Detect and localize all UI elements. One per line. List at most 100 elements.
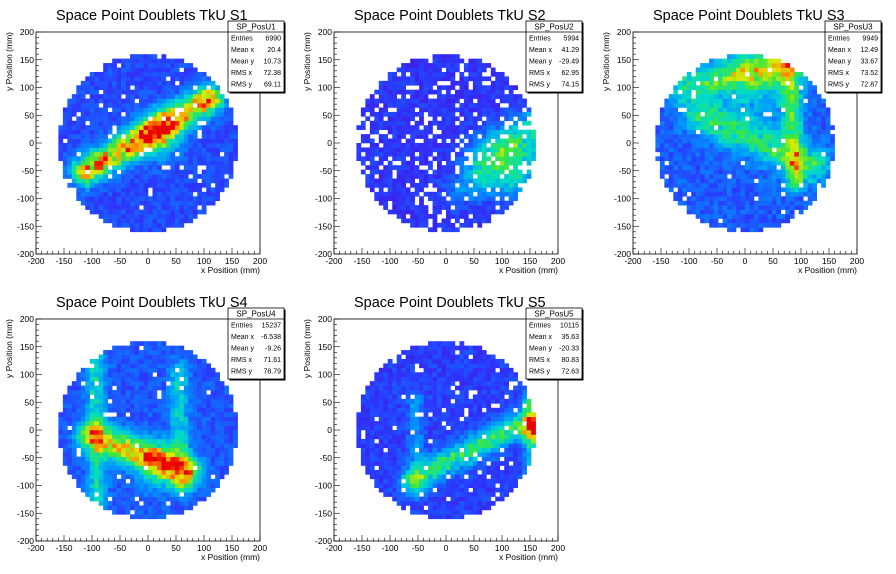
heatmap-bin bbox=[450, 111, 456, 117]
heatmap-bin bbox=[71, 129, 77, 135]
heatmap-bin bbox=[188, 385, 194, 391]
heatmap-bin bbox=[148, 205, 153, 210]
heatmap-bin bbox=[481, 218, 487, 224]
heatmap-bin bbox=[454, 227, 460, 233]
heatmap-bin bbox=[188, 191, 194, 197]
heatmap-bin bbox=[210, 430, 216, 435]
y-tick-label: 150 bbox=[617, 55, 631, 65]
heatmap-bin bbox=[365, 390, 371, 395]
heatmap-bin bbox=[736, 187, 741, 193]
heatmap-bin bbox=[504, 200, 510, 206]
heatmap-bin bbox=[161, 169, 167, 175]
heatmap-bin bbox=[517, 174, 523, 179]
heatmap-bin bbox=[192, 116, 198, 122]
heatmap-bin bbox=[749, 85, 755, 91]
heatmap-bin bbox=[80, 443, 86, 449]
stats-value: 72.87 bbox=[860, 82, 878, 89]
heatmap-bin bbox=[80, 103, 86, 108]
heatmap-bin bbox=[807, 120, 813, 126]
heatmap-bin bbox=[495, 143, 501, 148]
heatmap-bin bbox=[767, 80, 773, 86]
heatmap-bin bbox=[758, 54, 764, 59]
heatmap-bin bbox=[210, 372, 216, 378]
heatmap-bin bbox=[446, 156, 451, 162]
heatmap-bin bbox=[423, 147, 429, 153]
heatmap-bin bbox=[197, 465, 203, 471]
heatmap-bin bbox=[727, 134, 732, 139]
heatmap-bin bbox=[80, 403, 86, 409]
heatmap-bin bbox=[369, 103, 375, 108]
heatmap-bin bbox=[405, 160, 411, 166]
heatmap-bin bbox=[446, 94, 451, 99]
heatmap-bin bbox=[758, 222, 764, 228]
heatmap-bin bbox=[499, 209, 505, 215]
heatmap-bin bbox=[156, 496, 162, 502]
heatmap-bin bbox=[691, 182, 697, 188]
heatmap-bin bbox=[170, 452, 176, 457]
heatmap-bin bbox=[228, 143, 234, 148]
heatmap-bin bbox=[785, 98, 791, 104]
heatmap-bin bbox=[758, 63, 764, 68]
heatmap-bin bbox=[414, 205, 420, 210]
heatmap-bin bbox=[215, 143, 220, 148]
heatmap-bin bbox=[722, 174, 728, 179]
heatmap-bin bbox=[94, 496, 100, 502]
heatmap-bin bbox=[206, 465, 212, 471]
heatmap-bin bbox=[174, 174, 180, 179]
heatmap-bin bbox=[673, 174, 679, 179]
heatmap-bin bbox=[215, 138, 220, 144]
heatmap-bin bbox=[130, 492, 135, 497]
heatmap-bin bbox=[58, 434, 64, 440]
heatmap-bin bbox=[789, 191, 795, 197]
heatmap-bin bbox=[233, 412, 238, 417]
heatmap-bin bbox=[192, 178, 198, 184]
heatmap-bin bbox=[85, 452, 91, 457]
heatmap-bin bbox=[170, 372, 176, 378]
heatmap-bin bbox=[686, 94, 692, 99]
heatmap-bin bbox=[71, 381, 77, 386]
heatmap-bin bbox=[174, 125, 180, 130]
heatmap-bin bbox=[762, 209, 768, 215]
heatmap-bin bbox=[677, 187, 683, 193]
heatmap-bin bbox=[709, 160, 714, 166]
heatmap-bin bbox=[183, 483, 189, 489]
heatmap-bin bbox=[130, 80, 135, 86]
heatmap-bin bbox=[731, 174, 737, 179]
heatmap-bin bbox=[731, 134, 737, 139]
heatmap-bin bbox=[383, 165, 389, 170]
heatmap-bin bbox=[383, 103, 389, 108]
heatmap-bin bbox=[197, 407, 203, 413]
heatmap-bin bbox=[419, 120, 424, 126]
heatmap-bin bbox=[130, 421, 135, 426]
heatmap-bin bbox=[513, 174, 518, 179]
heatmap-bin bbox=[183, 218, 189, 224]
heatmap-bin bbox=[121, 89, 126, 95]
heatmap-bin bbox=[695, 214, 701, 219]
heatmap-bin bbox=[80, 178, 86, 184]
heatmap-bin bbox=[468, 209, 474, 215]
heatmap-bin bbox=[691, 111, 697, 117]
heatmap-bin bbox=[722, 209, 728, 215]
heatmap-bin bbox=[98, 80, 104, 86]
heatmap-bin bbox=[727, 103, 732, 108]
heatmap-bin bbox=[148, 178, 153, 184]
heatmap-bin bbox=[219, 98, 225, 104]
heatmap-bin bbox=[798, 205, 804, 210]
heatmap-bin bbox=[76, 461, 82, 466]
heatmap-bin bbox=[437, 107, 442, 113]
heatmap-bin bbox=[365, 421, 371, 426]
heatmap-bin bbox=[76, 165, 82, 170]
heatmap-bin bbox=[387, 147, 393, 153]
heatmap-bin bbox=[174, 434, 180, 440]
heatmap-bin bbox=[490, 67, 496, 73]
heatmap-bin bbox=[103, 174, 108, 179]
heatmap-bin bbox=[192, 478, 198, 484]
heatmap-bin bbox=[731, 116, 737, 122]
heatmap-bin bbox=[387, 191, 393, 197]
heatmap-bin bbox=[228, 165, 234, 170]
heatmap-bin bbox=[785, 165, 791, 170]
heatmap-bin bbox=[780, 85, 786, 91]
heatmap-bin bbox=[481, 178, 487, 184]
heatmap-bin bbox=[401, 156, 406, 162]
heatmap-bin bbox=[807, 191, 813, 197]
